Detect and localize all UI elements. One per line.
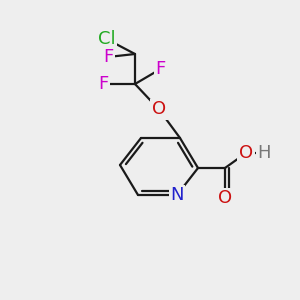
Text: F: F [103, 48, 113, 66]
Text: F: F [98, 75, 109, 93]
Text: N: N [170, 186, 184, 204]
Text: Cl: Cl [98, 30, 115, 48]
Text: H: H [257, 144, 271, 162]
Text: O: O [152, 100, 166, 118]
Text: O: O [239, 144, 253, 162]
Text: O: O [218, 189, 232, 207]
Text: F: F [155, 60, 166, 78]
